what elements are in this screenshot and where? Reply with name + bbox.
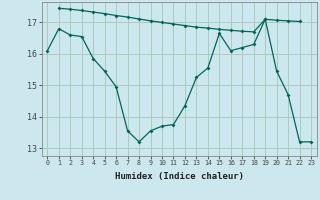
- X-axis label: Humidex (Indice chaleur): Humidex (Indice chaleur): [115, 172, 244, 181]
